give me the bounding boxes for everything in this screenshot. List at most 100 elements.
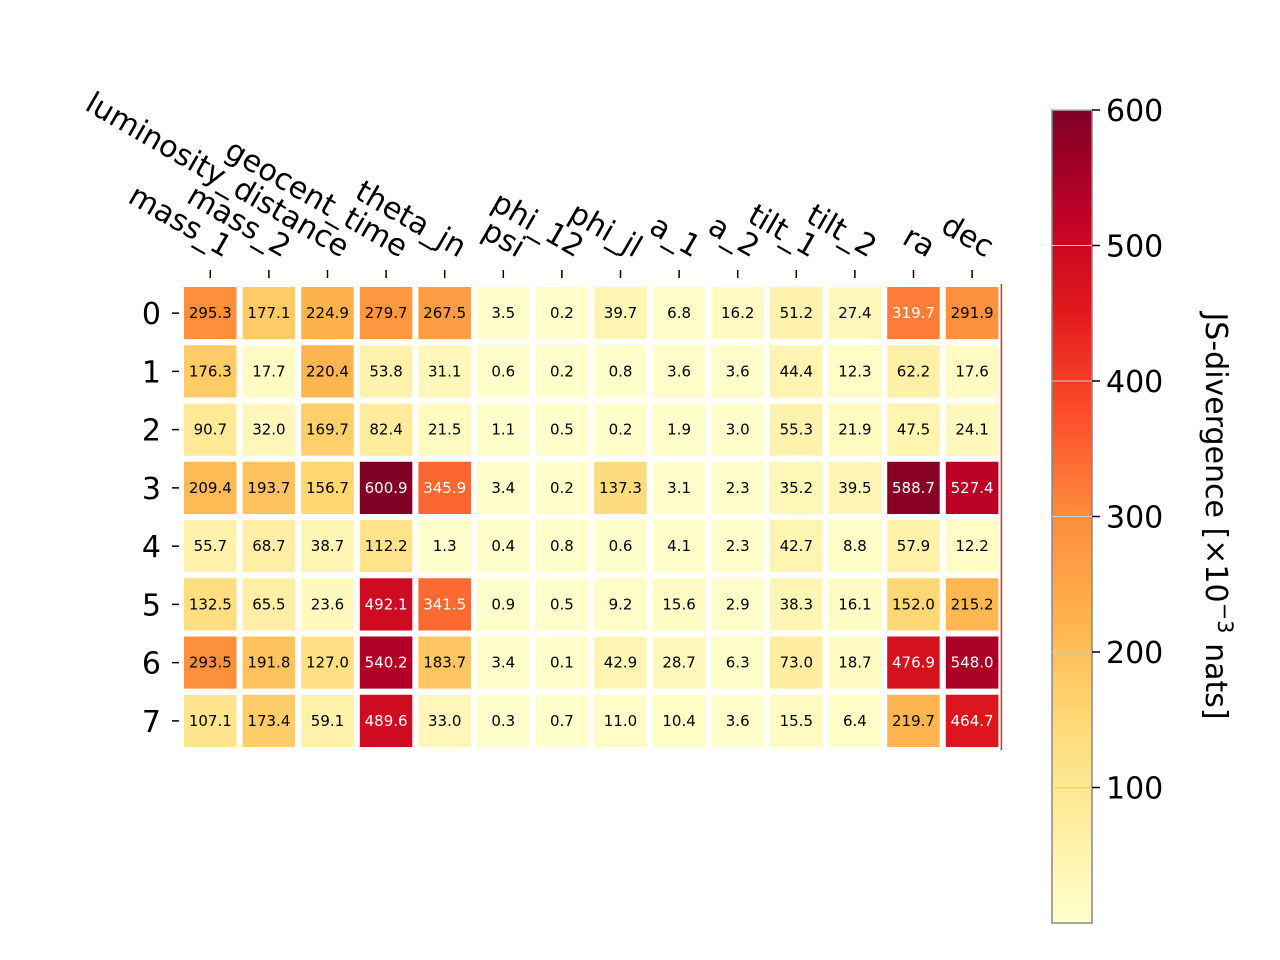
cell-value-label: 42.9: [604, 654, 637, 672]
cell-value-label: 16.1: [838, 595, 871, 613]
cell-value-label: 107.1: [189, 712, 232, 730]
cell-value-label: 0.6: [491, 362, 515, 380]
cell-value-label: 17.7: [252, 362, 285, 380]
cell-value-label: 220.4: [306, 362, 349, 380]
cell-value-label: 55.3: [780, 421, 813, 439]
y-tick-label: 7: [142, 705, 161, 740]
heatmap-cell: [353, 455, 419, 520]
cell-value-label: 6.4: [843, 712, 867, 730]
cell-value-label: 6.8: [667, 304, 691, 322]
cell-value-label: 209.4: [189, 479, 232, 497]
cell-value-label: 132.5: [189, 595, 232, 613]
cell-value-label: 65.5: [252, 595, 285, 613]
heatmap-cell: [295, 339, 360, 404]
y-tick-label: 6: [142, 647, 161, 682]
heatmap-cell: [412, 688, 477, 753]
cell-value-label: 53.8: [369, 362, 402, 380]
cell-value-label: 345.9: [423, 479, 466, 497]
colorbar-ticks: 100 200 300 400 500 600: [1052, 94, 1163, 807]
cell-value-label: 2.9: [726, 595, 750, 613]
cell-value-label: 173.4: [247, 712, 290, 730]
heatmap-cell: [764, 688, 829, 753]
colorbar-label: JS-divergence [×10−3 nats]: [1198, 310, 1237, 719]
y-tick-label: 3: [142, 472, 161, 507]
heatmap-cell: [822, 688, 888, 753]
cell-value-label: 600.9: [365, 479, 408, 497]
cell-value-label: 219.7: [892, 712, 935, 730]
cell-value-label: 224.9: [306, 304, 349, 322]
cell-value-label: 3.6: [667, 362, 691, 380]
colorbar-label-suffix: nats]: [1198, 634, 1233, 720]
y-tick-label: 5: [142, 588, 161, 623]
colorbar-tick-label: 400: [1106, 365, 1163, 400]
cell-value-label: 527.4: [951, 479, 994, 497]
heatmap-cell: [471, 688, 536, 753]
cell-value-label: 0.8: [609, 362, 633, 380]
cell-value-label: 16.2: [721, 304, 754, 322]
cell-value-label: 12.3: [838, 362, 871, 380]
x-tick-label: tilt_2: [801, 197, 883, 264]
cell-value-label: 464.7: [951, 712, 994, 730]
y-tick-label: 2: [142, 414, 161, 449]
cell-value-label: 156.7: [306, 479, 349, 497]
cell-value-label: 0.2: [550, 304, 574, 322]
cell-value-label: 73.0: [780, 654, 813, 672]
cell-value-label: 183.7: [423, 654, 466, 672]
cell-value-label: 21.5: [428, 421, 461, 439]
cell-value-label: 3.4: [491, 654, 515, 672]
cell-value-label: 0.1: [550, 654, 574, 672]
heatmap-cell: [471, 455, 536, 520]
cell-value-label: 267.5: [423, 304, 466, 322]
heatmap-cell: [881, 688, 946, 753]
cell-value-label: 24.1: [955, 421, 988, 439]
cell-value-label: 3.6: [726, 712, 750, 730]
cell-value-label: 11.0: [604, 712, 637, 730]
cell-value-label: 279.7: [365, 304, 408, 322]
cell-value-label: 23.6: [311, 595, 344, 613]
cell-value-label: 588.7: [892, 479, 935, 497]
cell-value-label: 21.9: [838, 421, 871, 439]
cell-value-label: 176.3: [189, 362, 232, 380]
cell-value-label: 293.5: [189, 654, 232, 672]
cell-value-label: 42.7: [780, 537, 813, 555]
cell-value-label: 3.4: [491, 479, 515, 497]
cell-value-label: 3.6: [726, 362, 750, 380]
heatmap-cell: [881, 514, 946, 579]
cell-value-label: 38.3: [780, 595, 813, 613]
cell-value-label: 31.1: [428, 362, 461, 380]
cell-value-label: 0.6: [609, 537, 633, 555]
cell-value-label: 82.4: [369, 421, 402, 439]
cell-value-label: 39.7: [604, 304, 637, 322]
cell-value-label: 68.7: [252, 537, 285, 555]
cell-value-label: 1.9: [667, 421, 691, 439]
colorbar-label-exponent: −3: [1213, 603, 1237, 634]
heatmap-cell: [353, 572, 419, 637]
cell-value-label: 59.1: [311, 712, 344, 730]
cell-value-label: 0.2: [609, 421, 633, 439]
cell-value-label: 215.2: [951, 595, 994, 613]
colorbar-tick-label: 100: [1106, 772, 1163, 807]
cell-value-label: 476.9: [892, 654, 935, 672]
heatmap-grid: 295.3 177.1 224.9 279.7 267.5 3.5 0.2 39.7 6.8 16…: [178, 281, 1005, 753]
cell-value-label: 33.0: [428, 712, 461, 730]
cell-value-label: 39.5: [838, 479, 871, 497]
cell-value-label: 62.2: [897, 362, 930, 380]
cell-value-label: 489.6: [365, 712, 408, 730]
heatmap-cell: [705, 514, 771, 579]
heatmap-cell: [822, 630, 888, 695]
cell-value-label: 3.1: [667, 479, 691, 497]
cell-value-label: 12.2: [955, 537, 988, 555]
cell-value-label: 90.7: [194, 421, 227, 439]
heatmap-cell: [412, 514, 477, 579]
cell-value-label: 0.7: [550, 712, 574, 730]
heatmap-cell: [646, 339, 712, 404]
heatmap-cell: [236, 572, 302, 637]
x-tick-label: dec: [935, 208, 999, 265]
cell-value-label: 57.9: [897, 537, 930, 555]
cell-value-label: 27.4: [838, 304, 871, 322]
cell-value-label: 3.0: [726, 421, 750, 439]
cell-value-label: 540.2: [365, 654, 408, 672]
heatmap-cell: [178, 688, 243, 753]
cell-value-label: 127.0: [306, 654, 349, 672]
x-tick-label: ra: [897, 219, 941, 265]
